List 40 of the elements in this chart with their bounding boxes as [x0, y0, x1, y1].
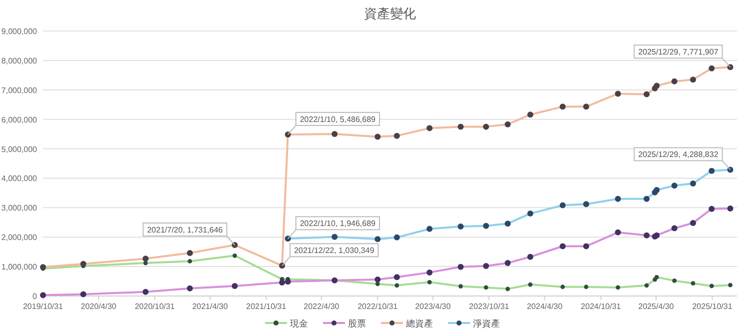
x-tick-label: 2020/4/30 [80, 302, 117, 311]
annotation: 2022/1/10, 1,946,689 [300, 219, 376, 228]
y-tick-label: 8,000,000 [1, 56, 38, 66]
x-tick-label: 2021/4/30 [192, 302, 228, 311]
x-tick-label: 2019/10/31 [22, 302, 64, 311]
annotation: 2021/12/22, 1,030,349 [282, 243, 379, 266]
annotation: 2021/12/22, 1,030,349 [294, 246, 375, 256]
x-tick-label: 2024/4/30 [526, 302, 563, 311]
y-tick-label: 3,000,000 [1, 204, 38, 213]
y-tick-label: 9,000,000 [1, 27, 38, 36]
y-tick-label: 4,000,000 [1, 174, 38, 184]
y-tick-label: 2,000,000 [1, 233, 38, 242]
annotation: 2025/12/29, 4,288,832 [638, 150, 719, 160]
y-tick-label: 0 [32, 292, 38, 301]
annotation: 2022/1/10, 1,946,689 [287, 216, 380, 240]
annotation: 2021/7/20, 1,731,646 [142, 222, 236, 246]
annotation: 2022/1/10, 5,486,689 [300, 114, 376, 124]
x-tick-label: 2021/10/31 [246, 302, 287, 311]
legend-label: 總資產 [405, 318, 433, 328]
annotation: 2021/7/20, 1,731,646 [147, 226, 224, 235]
legend-label: 淨資產 [473, 318, 500, 328]
legend-label: 現金 [290, 318, 308, 328]
annotation: 2022/1/10, 5,486,689 [287, 112, 380, 135]
x-tick-label: 2022/10/31 [358, 302, 398, 311]
x-tick-label: 2025/4/30 [638, 302, 674, 311]
x-tick-label: 2023/10/31 [469, 302, 510, 311]
chart-title: 資產變化 [364, 6, 416, 21]
x-tick-label: 2022/4/30 [304, 302, 340, 311]
legend-label: 股票 [348, 318, 366, 328]
y-tick-label: 1,000,000 [1, 262, 38, 272]
annotation: 2025/12/29, 7,771,907 [634, 44, 731, 68]
x-tick-label: 2024/10/31 [580, 302, 622, 311]
x-tick-label: 2020/10/31 [134, 302, 176, 311]
y-tick-label: 6,000,000 [1, 115, 38, 124]
y-tick-label: 7,000,000 [1, 86, 38, 95]
x-tick-label: 2025/10/31 [692, 302, 733, 311]
y-tick-label: 5,000,000 [1, 144, 38, 154]
annotation: 2025/12/29, 4,288,832 [634, 147, 731, 170]
annotation: 2025/12/29, 7,771,907 [638, 48, 719, 57]
x-tick-label: 2023/4/30 [415, 302, 452, 311]
